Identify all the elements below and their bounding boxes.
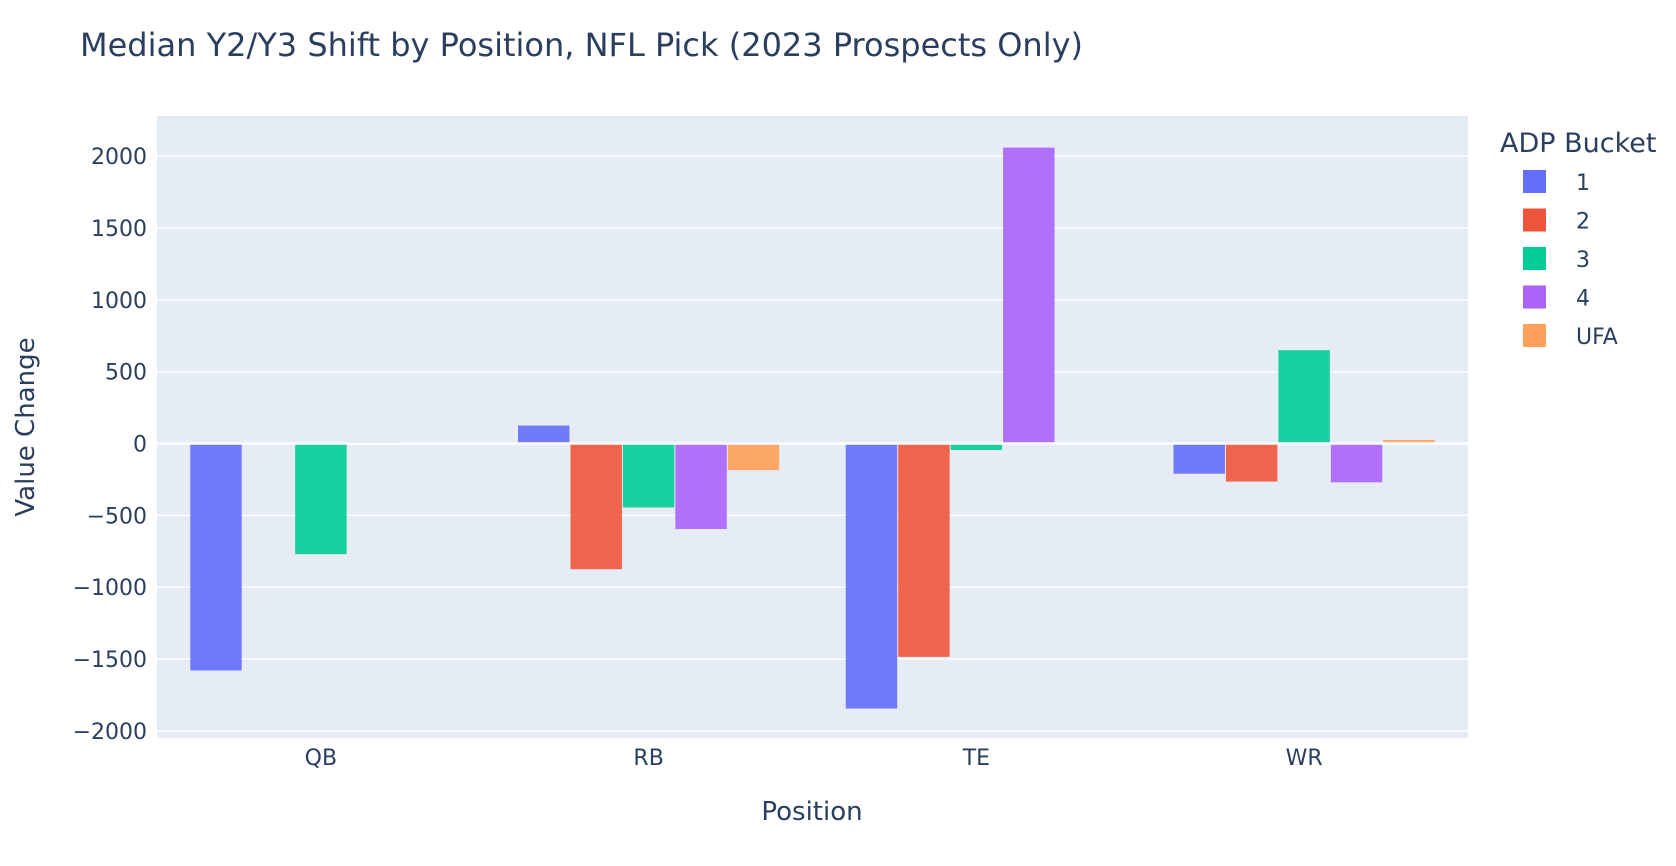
y-axis-ticks: −2000 −1500 −1000 −500 0 500 1000 1500 2000 [73, 145, 147, 745]
x-tick-label: TE [962, 746, 990, 771]
y-tick-label: 500 [105, 361, 147, 386]
x-tick-label: WR [1286, 746, 1323, 771]
legend-label: 3 [1576, 248, 1590, 273]
y-tick-label: −1000 [73, 576, 147, 601]
bar-wr-ufa [1383, 439, 1435, 444]
bar-te-1 [845, 443, 898, 709]
bar-rb-3 [622, 443, 675, 508]
bar-wr-2 [1225, 443, 1278, 482]
chart-title: Median Y2/Y3 Shift by Position, NFL Pick… [80, 26, 1083, 64]
x-tick-label: QB [305, 746, 337, 771]
legend-swatch [1523, 170, 1546, 193]
legend-swatch [1523, 247, 1546, 270]
y-tick-label: 0 [133, 433, 147, 458]
y-tick-label: 2000 [91, 145, 147, 170]
bar-te-4 [1003, 147, 1055, 444]
legend-label: UFA [1576, 325, 1618, 350]
bars [190, 147, 1435, 709]
bar-rb-1 [518, 425, 570, 444]
bar-rb-4 [675, 443, 727, 529]
legend-title: ADP Bucket [1500, 128, 1656, 159]
legend-swatch [1523, 324, 1546, 347]
y-tick-label: −500 [87, 504, 147, 529]
x-tick-label: RB [633, 746, 663, 771]
plot-area [157, 116, 1468, 738]
y-tick-label: −2000 [73, 720, 147, 745]
x-axis-ticks: QB RB TE WR [305, 746, 1323, 771]
x-axis-title: Position [761, 797, 862, 827]
legend-label: 2 [1576, 210, 1590, 235]
legend-swatch [1523, 285, 1546, 309]
bar-te-3 [950, 443, 1003, 450]
legend: ADP Bucket 1 2 3 4 UFA [1500, 128, 1656, 350]
bar-te-2 [898, 443, 950, 657]
bar-rb-ufa [727, 443, 780, 471]
y-axis-title: Value Change [11, 337, 41, 516]
bar-qb-3 [295, 443, 347, 555]
bar-wr-3 [1278, 350, 1330, 444]
legend-swatch [1523, 208, 1546, 232]
legend-label: 1 [1576, 171, 1590, 196]
y-tick-label: −1500 [73, 648, 147, 673]
gridlines [157, 155, 1468, 732]
bar-qb-1 [190, 443, 242, 671]
bar-rb-2 [570, 443, 622, 570]
y-tick-label: 1500 [91, 217, 147, 242]
bar-wr-1 [1173, 443, 1225, 474]
bar-wr-4 [1330, 443, 1383, 483]
legend-label: 4 [1576, 287, 1590, 312]
y-tick-label: 1000 [91, 289, 147, 314]
